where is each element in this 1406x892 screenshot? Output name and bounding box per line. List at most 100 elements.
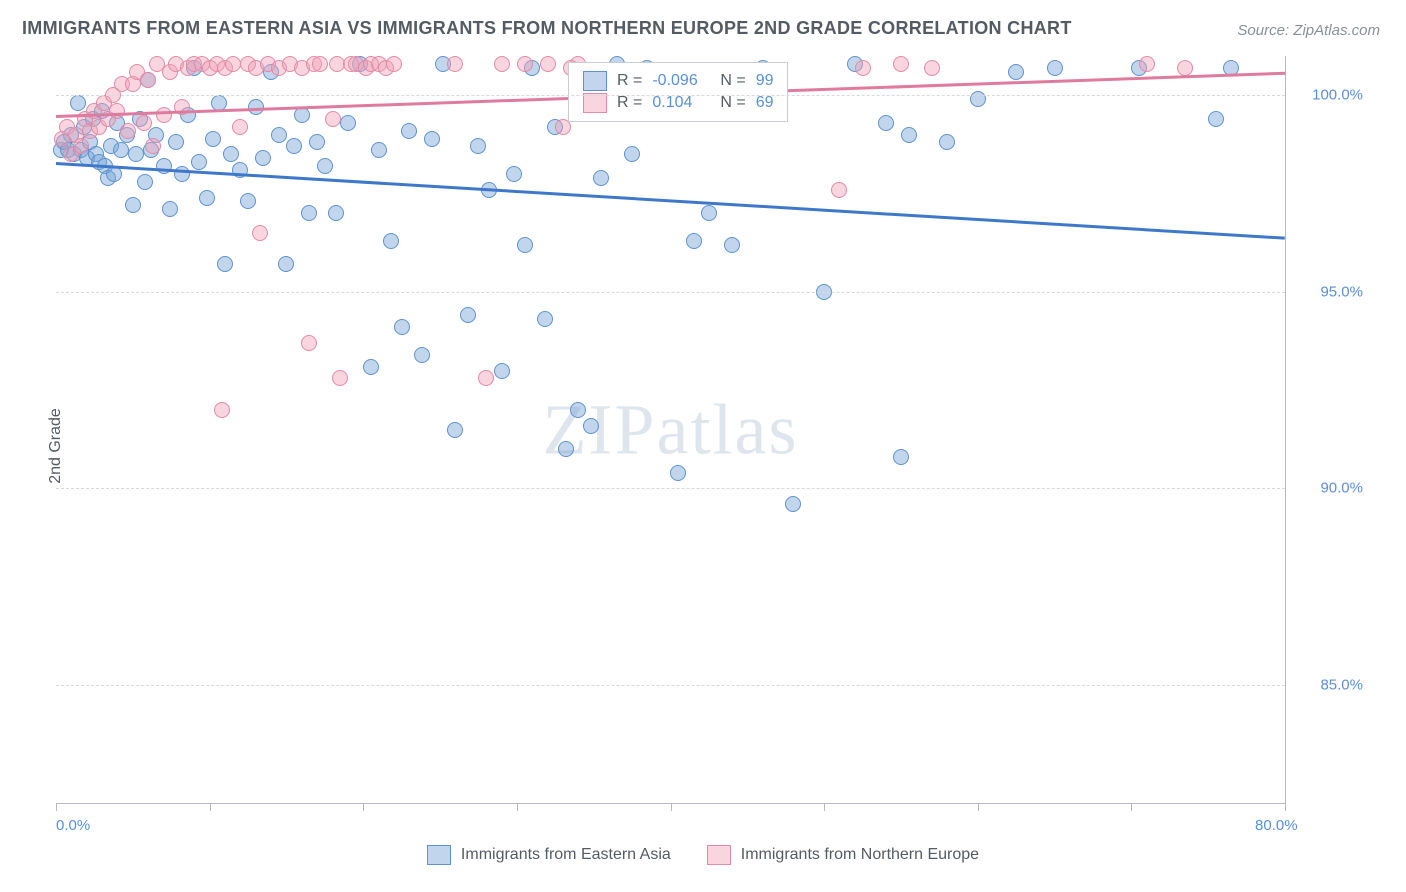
data-point — [278, 256, 294, 272]
data-point — [570, 402, 586, 418]
data-point — [255, 150, 271, 166]
data-point — [583, 418, 599, 434]
data-point — [312, 56, 328, 72]
legend-item: Immigrants from Northern Europe — [707, 845, 979, 865]
x-tick — [671, 803, 672, 811]
data-point — [924, 60, 940, 76]
data-point — [156, 158, 172, 174]
data-point — [301, 205, 317, 221]
data-point — [301, 335, 317, 351]
data-point — [517, 237, 533, 253]
data-point — [878, 115, 894, 131]
data-point — [217, 256, 233, 272]
data-point — [893, 56, 909, 72]
data-point — [271, 127, 287, 143]
data-point — [109, 103, 125, 119]
r-value: -0.096 — [652, 72, 710, 90]
n-label: N = — [720, 72, 745, 90]
legend-item: Immigrants from Eastern Asia — [427, 845, 671, 865]
r-value: 0.104 — [652, 94, 710, 112]
data-point — [1139, 56, 1155, 72]
data-point — [137, 174, 153, 190]
data-point — [670, 465, 686, 481]
n-value: 69 — [756, 94, 774, 112]
data-point — [901, 127, 917, 143]
legend-label: Immigrants from Eastern Asia — [461, 846, 671, 864]
x-tick — [1285, 803, 1286, 811]
data-point — [447, 56, 463, 72]
data-point — [136, 115, 152, 131]
data-point — [371, 142, 387, 158]
legend-swatch — [707, 845, 731, 865]
correlation-legend: R =-0.096N =99R =0.104N =69 — [568, 62, 788, 122]
source-prefix: Source: — [1237, 22, 1293, 39]
x-tick — [363, 803, 364, 811]
data-point — [328, 205, 344, 221]
data-point — [1047, 60, 1063, 76]
x-tick-label: 0.0% — [56, 817, 90, 834]
data-point — [394, 319, 410, 335]
x-tick-label: 80.0% — [1255, 817, 1298, 834]
data-point — [332, 370, 348, 386]
data-point — [286, 138, 302, 154]
legend-swatch — [427, 845, 451, 865]
data-point — [537, 311, 553, 327]
data-point — [252, 225, 268, 241]
data-point — [156, 107, 172, 123]
legend-row: R =-0.096N =99 — [583, 71, 773, 91]
data-point — [70, 95, 86, 111]
data-point — [686, 233, 702, 249]
data-point — [494, 363, 510, 379]
data-point — [140, 72, 156, 88]
data-point — [225, 56, 241, 72]
x-tick — [824, 803, 825, 811]
x-tick — [517, 803, 518, 811]
r-label: R = — [617, 72, 642, 90]
data-point — [831, 182, 847, 198]
data-point — [855, 60, 871, 76]
data-point — [478, 370, 494, 386]
data-point — [240, 193, 256, 209]
data-point — [340, 115, 356, 131]
data-point — [125, 197, 141, 213]
data-point — [383, 233, 399, 249]
data-point — [1177, 60, 1193, 76]
data-point — [414, 347, 430, 363]
data-point — [363, 359, 379, 375]
r-label: R = — [617, 94, 642, 112]
data-point — [168, 134, 184, 150]
x-tick — [978, 803, 979, 811]
y-tick-label: 90.0% — [1320, 480, 1363, 497]
data-point — [517, 56, 533, 72]
data-point — [205, 131, 221, 147]
series-legend: Immigrants from Eastern Asia Immigrants f… — [0, 845, 1406, 870]
data-point — [145, 138, 161, 154]
data-point — [593, 170, 609, 186]
y-tick-label: 100.0% — [1312, 87, 1363, 104]
data-point — [460, 307, 476, 323]
data-point — [939, 134, 955, 150]
data-point — [540, 56, 556, 72]
data-point — [162, 201, 178, 217]
data-point — [970, 91, 986, 107]
x-tick — [1131, 803, 1132, 811]
scatter-layer — [56, 56, 1285, 803]
data-point — [113, 142, 129, 158]
data-point — [506, 166, 522, 182]
data-point — [893, 449, 909, 465]
data-point — [294, 107, 310, 123]
data-point — [128, 146, 144, 162]
data-point — [120, 123, 136, 139]
data-point — [558, 441, 574, 457]
data-point — [309, 134, 325, 150]
source-attribution: Source: ZipAtlas.com — [1237, 22, 1380, 39]
gridline-h — [56, 488, 1285, 489]
data-point — [214, 402, 230, 418]
data-point — [701, 205, 717, 221]
y-tick-label: 95.0% — [1320, 283, 1363, 300]
data-point — [724, 237, 740, 253]
data-point — [1008, 64, 1024, 80]
gridline-h — [56, 292, 1285, 293]
gridline-h — [56, 95, 1285, 96]
data-point — [199, 190, 215, 206]
